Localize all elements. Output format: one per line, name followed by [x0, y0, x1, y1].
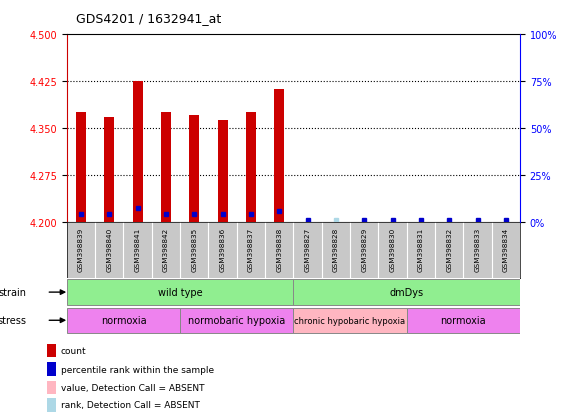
Bar — [132, 82, 142, 223]
Bar — [246, 113, 256, 223]
Text: GSM398828: GSM398828 — [333, 227, 339, 271]
Text: GDS4201 / 1632941_at: GDS4201 / 1632941_at — [76, 12, 221, 25]
Text: GSM398831: GSM398831 — [418, 227, 424, 271]
Text: chronic hypobaric hypoxia: chronic hypobaric hypoxia — [295, 316, 406, 325]
Bar — [67, 280, 293, 305]
Bar — [48, 344, 56, 357]
Text: rank, Detection Call = ABSENT: rank, Detection Call = ABSENT — [61, 400, 200, 409]
Text: normoxia: normoxia — [440, 316, 486, 325]
Text: GSM398837: GSM398837 — [248, 227, 254, 271]
Text: GSM398839: GSM398839 — [78, 227, 84, 271]
Bar — [161, 113, 171, 223]
Text: GSM398838: GSM398838 — [276, 227, 282, 271]
Bar — [48, 381, 56, 394]
Text: wild type: wild type — [158, 287, 202, 297]
Text: strain: strain — [0, 287, 26, 297]
Text: stress: stress — [0, 316, 26, 325]
Text: GSM398827: GSM398827 — [304, 227, 311, 271]
Bar — [293, 308, 407, 333]
Text: percentile rank within the sample: percentile rank within the sample — [61, 365, 214, 374]
Text: normobaric hypoxia: normobaric hypoxia — [188, 316, 285, 325]
Text: value, Detection Call = ABSENT: value, Detection Call = ABSENT — [61, 383, 205, 392]
Text: GSM398832: GSM398832 — [446, 227, 452, 271]
Text: GSM398834: GSM398834 — [503, 227, 509, 271]
Text: GSM398835: GSM398835 — [191, 227, 198, 271]
Text: GSM398841: GSM398841 — [135, 227, 141, 271]
Bar — [48, 363, 56, 376]
Bar — [293, 280, 520, 305]
Text: GSM398833: GSM398833 — [475, 227, 480, 271]
Text: GSM398830: GSM398830 — [389, 227, 396, 271]
Text: count: count — [61, 346, 87, 355]
Bar — [189, 116, 199, 223]
Bar — [105, 117, 114, 223]
Text: GSM398840: GSM398840 — [106, 227, 112, 271]
Bar — [48, 398, 56, 411]
Bar — [180, 308, 293, 333]
Text: dmDys: dmDys — [390, 287, 424, 297]
Text: normoxia: normoxia — [101, 316, 146, 325]
Bar — [76, 113, 86, 223]
Text: GSM398842: GSM398842 — [163, 227, 169, 271]
Bar — [67, 308, 180, 333]
Bar — [407, 308, 520, 333]
Bar — [274, 90, 284, 223]
Text: GSM398836: GSM398836 — [220, 227, 225, 271]
Text: GSM398829: GSM398829 — [361, 227, 367, 271]
Bar — [218, 121, 228, 223]
